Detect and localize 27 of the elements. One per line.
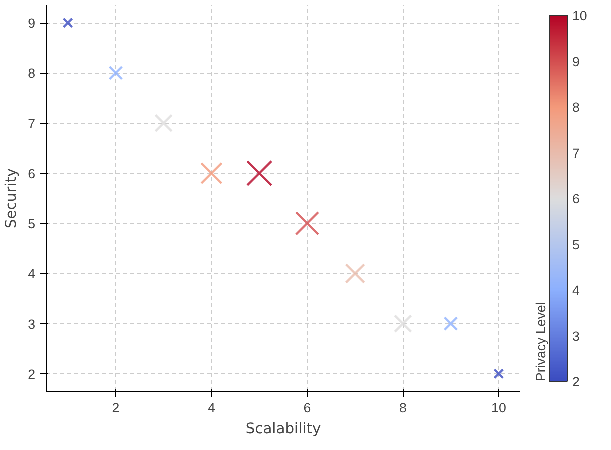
point: [154, 114, 174, 133]
color-bar-label: 7: [572, 146, 580, 161]
color-bar-label: 10: [572, 8, 588, 24]
color-bar-label: 2: [572, 374, 580, 390]
y-tick-label: 3: [28, 316, 36, 332]
x-tick-label: 10: [492, 400, 506, 416]
color-bar-label: 8: [572, 100, 580, 115]
x-tick-label: 6: [304, 400, 312, 416]
color-bar-label: 4: [572, 283, 580, 298]
y-tick-label: 8: [28, 66, 36, 82]
x-tick-label: 2: [112, 400, 120, 416]
y-tick-label: 6: [28, 166, 36, 182]
color-bar-label: 3: [572, 328, 580, 344]
y-axis-title: Security: [3, 168, 20, 229]
y-tick-label: 9: [28, 16, 36, 32]
color-bar-title: Privacy Level: [534, 302, 548, 382]
y-tick-label: 2: [28, 366, 36, 382]
color-bar-label: 6: [572, 192, 580, 206]
x-tick-label: 4: [208, 400, 216, 416]
point: [394, 314, 412, 334]
color-bar-label: 5: [572, 237, 580, 252]
y-tick-label: 4: [28, 266, 36, 282]
color-bar-label: 9: [572, 54, 580, 70]
x-tick-label: 8: [399, 400, 407, 416]
y-tick-label: 5: [28, 216, 36, 232]
x-axis-title: Scalability: [246, 420, 322, 438]
y-tick-label: 7: [28, 116, 36, 132]
